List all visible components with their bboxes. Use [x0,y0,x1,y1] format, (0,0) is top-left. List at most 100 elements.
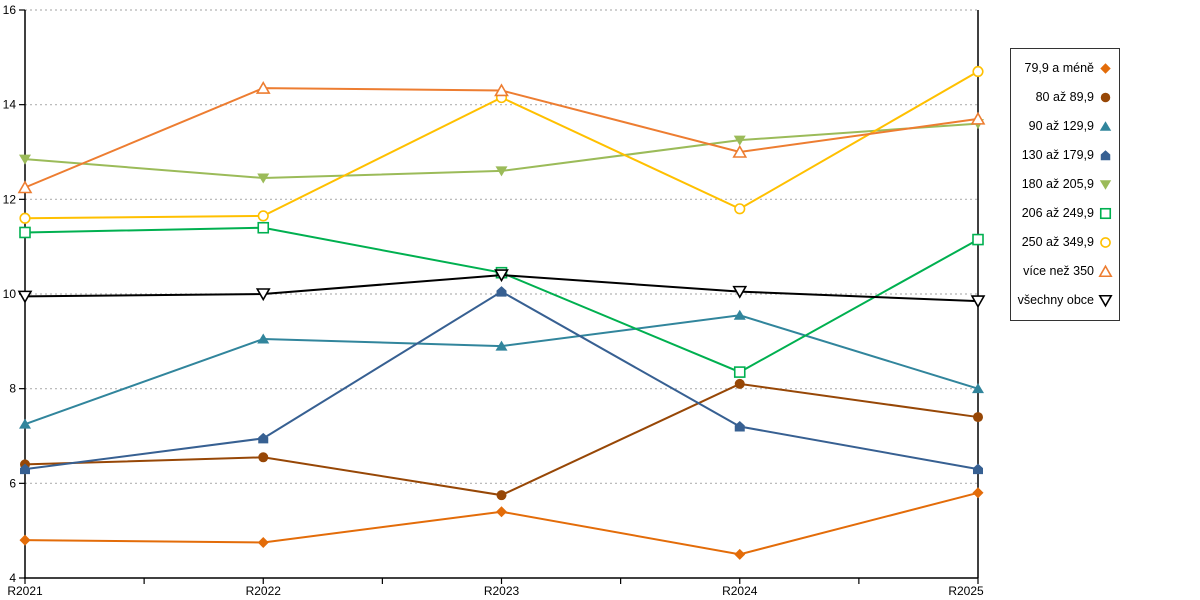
series-v-echny-obce [17,269,986,309]
triangle-down-filled-marker [1099,180,1112,190]
circle-filled-marker [258,452,269,463]
triangle-up-open-marker [494,83,509,97]
square-open-marker [257,221,270,234]
pentagon-filled-marker [20,463,30,475]
legend-item: všechny obce [1017,293,1113,308]
legend-item: 206 až 249,9 [1017,206,1113,221]
triangle-up-filled-marker [495,340,508,351]
triangle-down-filled-marker [19,154,31,165]
pentagon-filled-marker [1100,150,1111,161]
y-tick-label: 8 [9,382,16,396]
circle-filled-marker [496,490,507,501]
y-tick-label: 4 [9,571,16,585]
legend-label: 80 až 89,9 [1035,90,1094,105]
diamond-filled-marker [257,537,269,548]
square-open-icon [1099,207,1112,220]
legend-item: 130 až 179,9 [1017,148,1113,163]
pentagon-filled-marker [258,432,269,444]
x-tick-label: R2021 [7,584,43,598]
diamond-filled-icon [1100,63,1111,74]
diamond-filled-marker [19,534,31,546]
square-open-marker [1099,207,1112,220]
legend-item: 80 až 89,9 [1017,90,1113,105]
circle-filled-marker [973,412,983,423]
legend-item: 79,9 a méně [1017,61,1113,76]
triangle-up-filled-marker [1099,121,1112,131]
circle-open-marker [734,203,746,215]
square-open-marker [733,366,746,378]
legend: 79,9 a méně 80 až 89,9 90 až 129,9 130 až 1… [1010,48,1120,321]
triangle-up-filled-marker [257,333,270,344]
diamond-filled-marker [972,487,984,499]
triangle-down-open-marker [255,288,271,302]
triangle-down-filled-marker [257,173,270,184]
series-90-a-129-9 [19,309,984,429]
legend-item: 250 až 349,9 [1017,235,1113,250]
circle-filled-icon [1100,92,1111,103]
legend-label: 180 až 205,9 [1021,177,1094,192]
series-80-a-89-9 [20,378,983,501]
diamond-filled-marker [496,506,507,518]
triangle-up-filled-marker [19,418,31,429]
triangle-up-open-marker [255,80,271,94]
pentagon-filled-marker [496,286,507,297]
series-line [24,314,979,426]
y-tick-label: 16 [3,3,17,17]
square-open-marker [972,233,984,246]
y-tick-label: 10 [3,287,17,301]
triangle-down-open-marker [970,295,986,309]
triangle-up-filled-marker [972,383,984,394]
legend-label: 130 až 179,9 [1021,148,1094,163]
y-tick-label: 6 [9,476,16,490]
x-tick-label: R2025 [948,584,984,598]
x-tick-label: R2023 [484,584,520,598]
circle-open-marker [19,212,31,224]
circle-open-marker [972,65,984,78]
series-250-a-349-9 [19,65,984,224]
y-tick-label: 12 [3,192,17,206]
triangle-up-filled-icon [1099,121,1112,131]
x-tick-label: R2022 [246,584,282,598]
triangle-down-filled-icon [1099,180,1112,190]
legend-label: všechny obce [1017,293,1094,308]
triangle-up-open-marker [17,180,33,194]
circle-filled-marker [1100,92,1111,103]
series-v-ce-ne-350 [17,80,986,194]
triangle-down-filled-marker [495,166,508,177]
circle-open-marker [1100,237,1111,248]
pentagon-filled-marker [973,463,983,475]
triangle-down-open-marker [494,269,509,283]
series-79-9-a-m-n- [19,487,984,560]
x-tick-label: R2024 [722,584,758,598]
triangle-down-open-marker [17,290,33,304]
legend-label: 206 až 249,9 [1021,206,1094,221]
series-206-a-249-9 [19,221,984,378]
pentagon-filled-marker [734,421,745,432]
circle-open-icon [1100,237,1111,248]
triangle-up-open-marker [970,111,986,125]
legend-item: více než 350 [1017,264,1113,279]
legend-item: 180 až 205,9 [1017,177,1113,192]
triangle-up-open-marker [732,144,748,158]
circle-open-marker [257,210,269,222]
y-tick-label: 14 [3,98,17,112]
legend-label: více než 350 [1023,264,1094,279]
series-130-a-179-9 [20,286,983,475]
diamond-filled-marker [1100,63,1111,74]
triangle-down-filled-marker [733,135,746,146]
circle-filled-marker [734,378,745,389]
diamond-filled-marker [734,548,746,560]
pentagon-filled-icon [1100,150,1111,161]
triangle-up-filled-marker [733,309,746,320]
triangle-up-open-marker [1098,264,1113,278]
series-line [24,382,979,497]
legend-label: 90 až 129,9 [1028,119,1094,134]
legend-item: 90 až 129,9 [1017,119,1113,134]
legend-label: 79,9 a méně [1024,61,1095,76]
triangle-down-open-icon [1098,294,1113,308]
triangle-down-open-marker [732,285,748,299]
triangle-down-open-marker [1098,294,1113,308]
triangle-up-open-icon [1098,264,1113,278]
